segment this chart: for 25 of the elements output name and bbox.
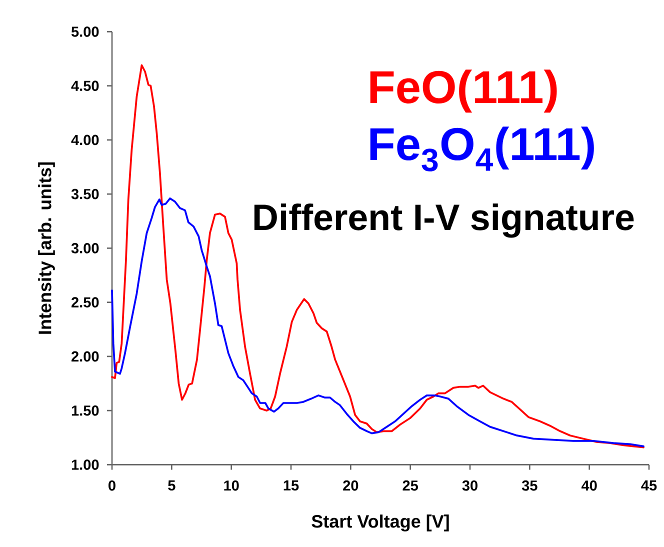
y-tick-label: 5.00: [71, 26, 99, 37]
y-tick-label: 2.50: [72, 297, 99, 308]
annotation: Different I-V signature: [254, 203, 634, 238]
x-tick-label: 20: [343, 480, 358, 491]
y-tick-label: 4.50: [71, 80, 99, 91]
x-tick-label: 5: [168, 480, 176, 491]
x-tick-label: 25: [402, 480, 418, 491]
line-series: [111, 64, 644, 448]
y-tick-label: 1.50: [72, 405, 99, 416]
text: Fe$_{3}$O$_{4}$(111): [370, 126, 594, 172]
x-tick-label: 35: [522, 480, 538, 491]
x-tick-label: 15: [284, 480, 299, 491]
y-tick-label: 3.00: [71, 243, 99, 254]
x-axis-title: Start Voltage [V]: [312, 514, 449, 532]
y-tick-label: 3.50: [71, 188, 99, 200]
x-tick-label: 0: [108, 480, 116, 491]
x-tick-label: 30: [462, 480, 478, 491]
x-tick-label: 10: [224, 480, 239, 491]
x-tick-label: 40: [581, 480, 597, 491]
y-axis-title: Intensity [arb. units]: [38, 162, 55, 334]
x-tick-label: 45: [641, 480, 657, 491]
y-tick-label: 4.00: [71, 134, 99, 146]
text: FeO(111): [370, 70, 557, 113]
y-tick-label: 1.00: [72, 460, 99, 470]
y-tick-label: 2.00: [72, 351, 99, 362]
